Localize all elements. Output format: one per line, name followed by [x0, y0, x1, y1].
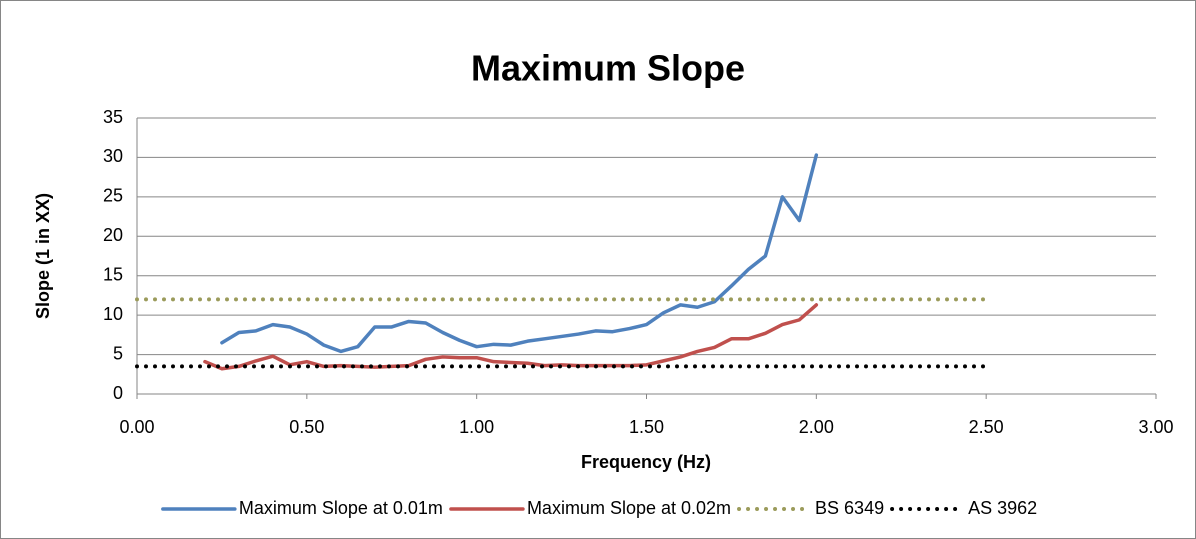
y-tick-label: 10: [103, 304, 123, 324]
x-tick-label: 0.50: [289, 417, 324, 437]
x-tick-label: 2.00: [799, 417, 834, 437]
legend-label: AS 3962: [968, 498, 1037, 518]
x-tick-label: 1.00: [459, 417, 494, 437]
x-tick-label: 3.00: [1138, 417, 1173, 437]
y-tick-label: 30: [103, 146, 123, 166]
legend-label: Maximum Slope at 0.01m: [239, 498, 443, 518]
y-tick-label: 0: [113, 383, 123, 403]
x-axis-title: Frequency (Hz): [581, 452, 711, 472]
y-tick-label: 5: [113, 343, 123, 363]
y-tick-label: 35: [103, 107, 123, 127]
y-tick-label: 15: [103, 264, 123, 284]
x-tick-label: 0.00: [119, 417, 154, 437]
x-tick-label: 2.50: [969, 417, 1004, 437]
legend-label: BS 6349: [815, 498, 884, 518]
legend-label: Maximum Slope at 0.02m: [527, 498, 731, 518]
y-axis-title: Slope (1 in XX): [33, 193, 53, 319]
y-tick-label: 20: [103, 225, 123, 245]
chart-title: Maximum Slope: [471, 48, 745, 89]
y-tick-label: 25: [103, 186, 123, 206]
x-tick-label: 1.50: [629, 417, 664, 437]
series-line: [220, 153, 819, 354]
series-line: [203, 303, 819, 371]
